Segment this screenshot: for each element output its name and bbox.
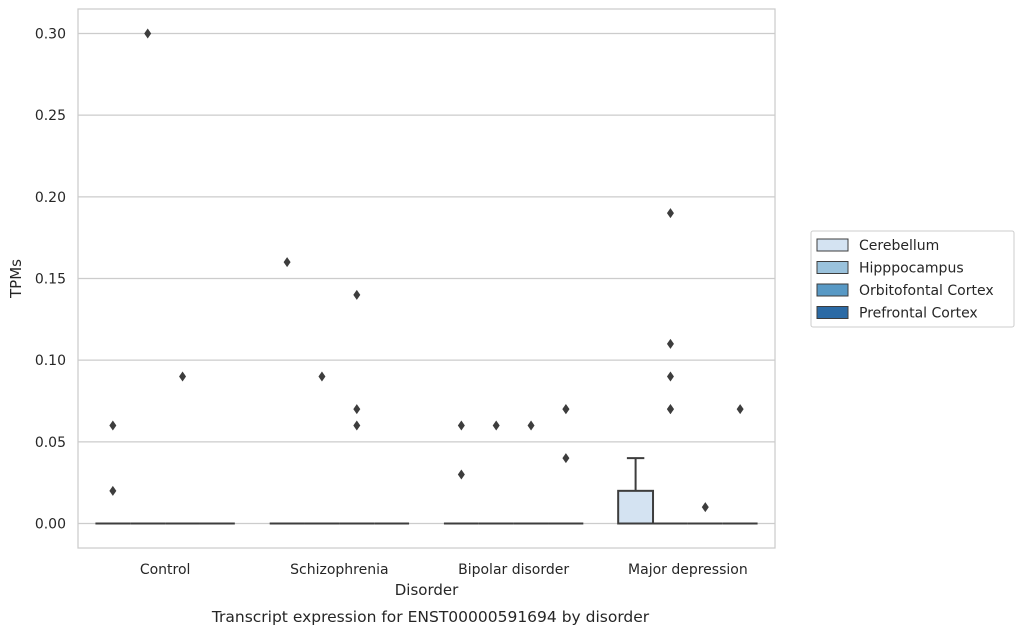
x-tick-label: Control: [140, 562, 191, 578]
y-axis-ticks: 0.00 0.05 0.10 0.15 0.20 0.25 0.30: [35, 27, 66, 533]
legend-frame: [810, 230, 1015, 328]
x-tick-label: Bipolar disorder: [458, 562, 569, 578]
legend-item: Hipppocampus: [816, 261, 964, 277]
y-tick-label: 0.25: [35, 108, 66, 124]
box-orbitofontal-cortex: [165, 371, 200, 525]
box-cerebellum: [443, 420, 479, 525]
chart-caption: Transcript expression for ENST0000059169…: [211, 608, 650, 626]
y-tick-label: 0.00: [35, 517, 66, 533]
outlier-point: [666, 208, 674, 219]
outlier-point: [283, 257, 291, 268]
legend-item: Orbitofontal Cortex: [816, 283, 994, 299]
outlier-point: [109, 420, 117, 431]
x-tick-label: Schizophrenia: [290, 562, 388, 578]
legend-swatch: [816, 283, 849, 297]
legend-item: Prefrontal Cortex: [816, 306, 978, 322]
box-hipppocampus: [304, 371, 340, 525]
outlier-point: [562, 453, 570, 464]
box-cerebellum: [269, 257, 305, 525]
outlier-point: [701, 502, 709, 513]
outlier-point: [109, 485, 117, 496]
legend-label: Orbitofontal Cortex: [859, 283, 994, 299]
outlier-point: [666, 404, 674, 415]
outlier-point: [353, 289, 361, 300]
y-tick-label: 0.15: [35, 272, 66, 288]
y-tick-label: 0.20: [35, 190, 66, 206]
legend-swatch: [816, 261, 849, 274]
box-hipppocampus: [478, 420, 514, 525]
box-orbitofontal-cortex: [687, 502, 723, 525]
legend-label: Hipppocampus: [859, 261, 964, 277]
gridlines: [78, 32, 775, 525]
outlier-point: [318, 371, 326, 382]
legend-swatch: [816, 306, 849, 319]
y-tick-label: 0.05: [35, 435, 66, 451]
outlier-point: [562, 404, 570, 415]
x-axis-label: Disorder: [395, 581, 459, 599]
outlier-point: [457, 420, 465, 431]
outlier-point: [527, 420, 535, 431]
box-orbitofontal-cortex: [339, 289, 375, 525]
outlier-point: [736, 404, 744, 415]
box-hipppocampus: [653, 208, 688, 525]
box-prefrontal-cortex: [548, 404, 584, 525]
outlier-point: [457, 469, 465, 480]
legend-label: Prefrontal Cortex: [859, 306, 978, 322]
y-tick-label: 0.10: [35, 353, 66, 369]
x-tick-label: Major depression: [628, 562, 748, 578]
outlier-point: [353, 404, 361, 415]
outlier-point: [666, 338, 674, 349]
legend: Cerebellum Hipppocampus Orbitofontal Corte…: [810, 230, 1015, 328]
outlier-point: [144, 28, 152, 39]
box-body: [617, 489, 655, 525]
plot-area: [95, 28, 758, 525]
legend-swatch: [816, 238, 849, 252]
x-axis-ticks: Control Schizophrenia Bipolar disorder Majo…: [140, 562, 748, 578]
outlier-point: [666, 371, 674, 382]
y-axis-label: TPMs: [7, 259, 25, 299]
outlier-point: [492, 420, 500, 431]
outlier-point: [179, 371, 187, 382]
box-hipppocampus: [130, 28, 166, 525]
box-cerebellum: [95, 420, 131, 525]
plot-frame: [77, 8, 776, 549]
box-prefrontal-cortex: [722, 404, 758, 525]
legend-label: Cerebellum: [859, 238, 939, 254]
outlier-point: [353, 420, 361, 431]
box-cerebellum: [617, 457, 655, 525]
legend-item: Cerebellum: [816, 238, 939, 254]
box-orbitofontal-cortex: [513, 420, 549, 525]
y-tick-label: 0.30: [35, 27, 66, 43]
